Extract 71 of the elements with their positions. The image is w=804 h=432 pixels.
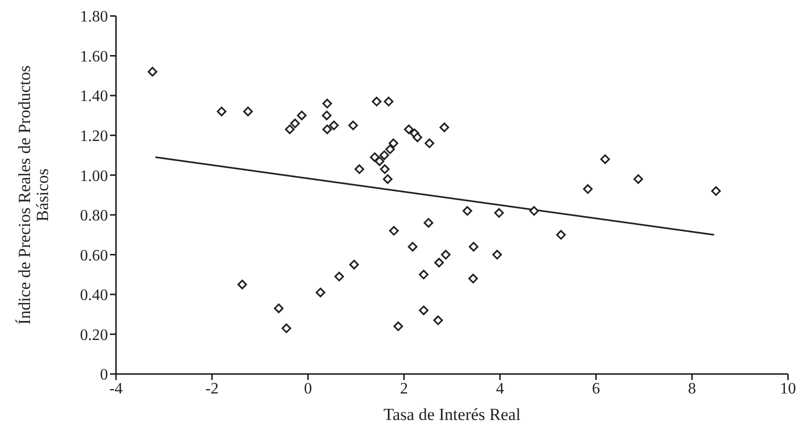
point — [388, 138, 398, 148]
point — [384, 96, 394, 106]
point — [380, 164, 390, 174]
y-tick-label: 0.20 — [80, 326, 108, 344]
y-tick-label: 1.60 — [80, 48, 108, 66]
y-axis-title: Índice de Precios Reales de Productos Básicos — [15, 65, 52, 325]
x-axis-title: Tasa de Interés Real — [383, 405, 521, 424]
point — [494, 208, 504, 218]
point — [434, 258, 444, 268]
point — [418, 270, 428, 280]
y-tick-label: 1.80 — [80, 8, 108, 26]
y-tick-label: 1.20 — [80, 128, 108, 146]
point — [385, 144, 395, 154]
point — [237, 280, 248, 290]
point — [296, 110, 307, 120]
point — [216, 106, 226, 116]
y-tick-label: 0 — [100, 366, 108, 384]
point — [583, 184, 593, 194]
point — [433, 316, 443, 326]
y-tick-label: 0.80 — [80, 208, 108, 225]
point — [440, 122, 450, 132]
point — [418, 306, 428, 316]
point — [492, 250, 502, 260]
point — [354, 164, 364, 174]
point — [440, 250, 451, 260]
x-tick-label: 4 — [496, 380, 504, 398]
point — [382, 174, 392, 184]
x-tick-label: 8 — [688, 380, 696, 398]
point — [322, 98, 332, 108]
point — [290, 118, 300, 128]
point — [334, 272, 344, 282]
point — [529, 206, 539, 216]
point — [274, 304, 284, 314]
point — [348, 120, 358, 130]
x-tick-label: -4 — [109, 380, 123, 398]
point — [633, 174, 644, 184]
x-tick-label: 2 — [400, 380, 408, 398]
point — [370, 152, 380, 162]
point — [380, 150, 390, 160]
point — [424, 218, 434, 228]
point — [556, 230, 566, 240]
x-tick-label: 6 — [592, 380, 600, 398]
x-tick-label: 10 — [780, 380, 796, 398]
point — [349, 260, 359, 270]
y-tick-label: 1.00 — [80, 168, 108, 185]
x-tick-label: 0 — [304, 380, 312, 398]
point — [389, 226, 399, 236]
point — [408, 242, 418, 252]
point — [468, 274, 478, 284]
point — [393, 321, 404, 332]
point — [468, 242, 478, 252]
point — [372, 96, 382, 106]
point — [322, 124, 332, 134]
point — [148, 66, 158, 76]
point — [316, 288, 326, 298]
point — [711, 186, 721, 196]
y-tick-label: 0.40 — [80, 287, 108, 304]
x-tick-label: -2 — [205, 380, 219, 398]
point — [282, 323, 292, 334]
point — [412, 132, 422, 142]
point — [462, 206, 472, 216]
point — [600, 154, 610, 164]
point — [322, 110, 332, 120]
point — [374, 156, 384, 166]
point — [284, 124, 295, 134]
point — [329, 120, 339, 130]
y-tick-label: 1.40 — [80, 88, 108, 106]
point — [404, 124, 414, 134]
point — [424, 138, 434, 148]
y-tick-label: 0.60 — [80, 247, 108, 264]
point — [243, 106, 253, 116]
